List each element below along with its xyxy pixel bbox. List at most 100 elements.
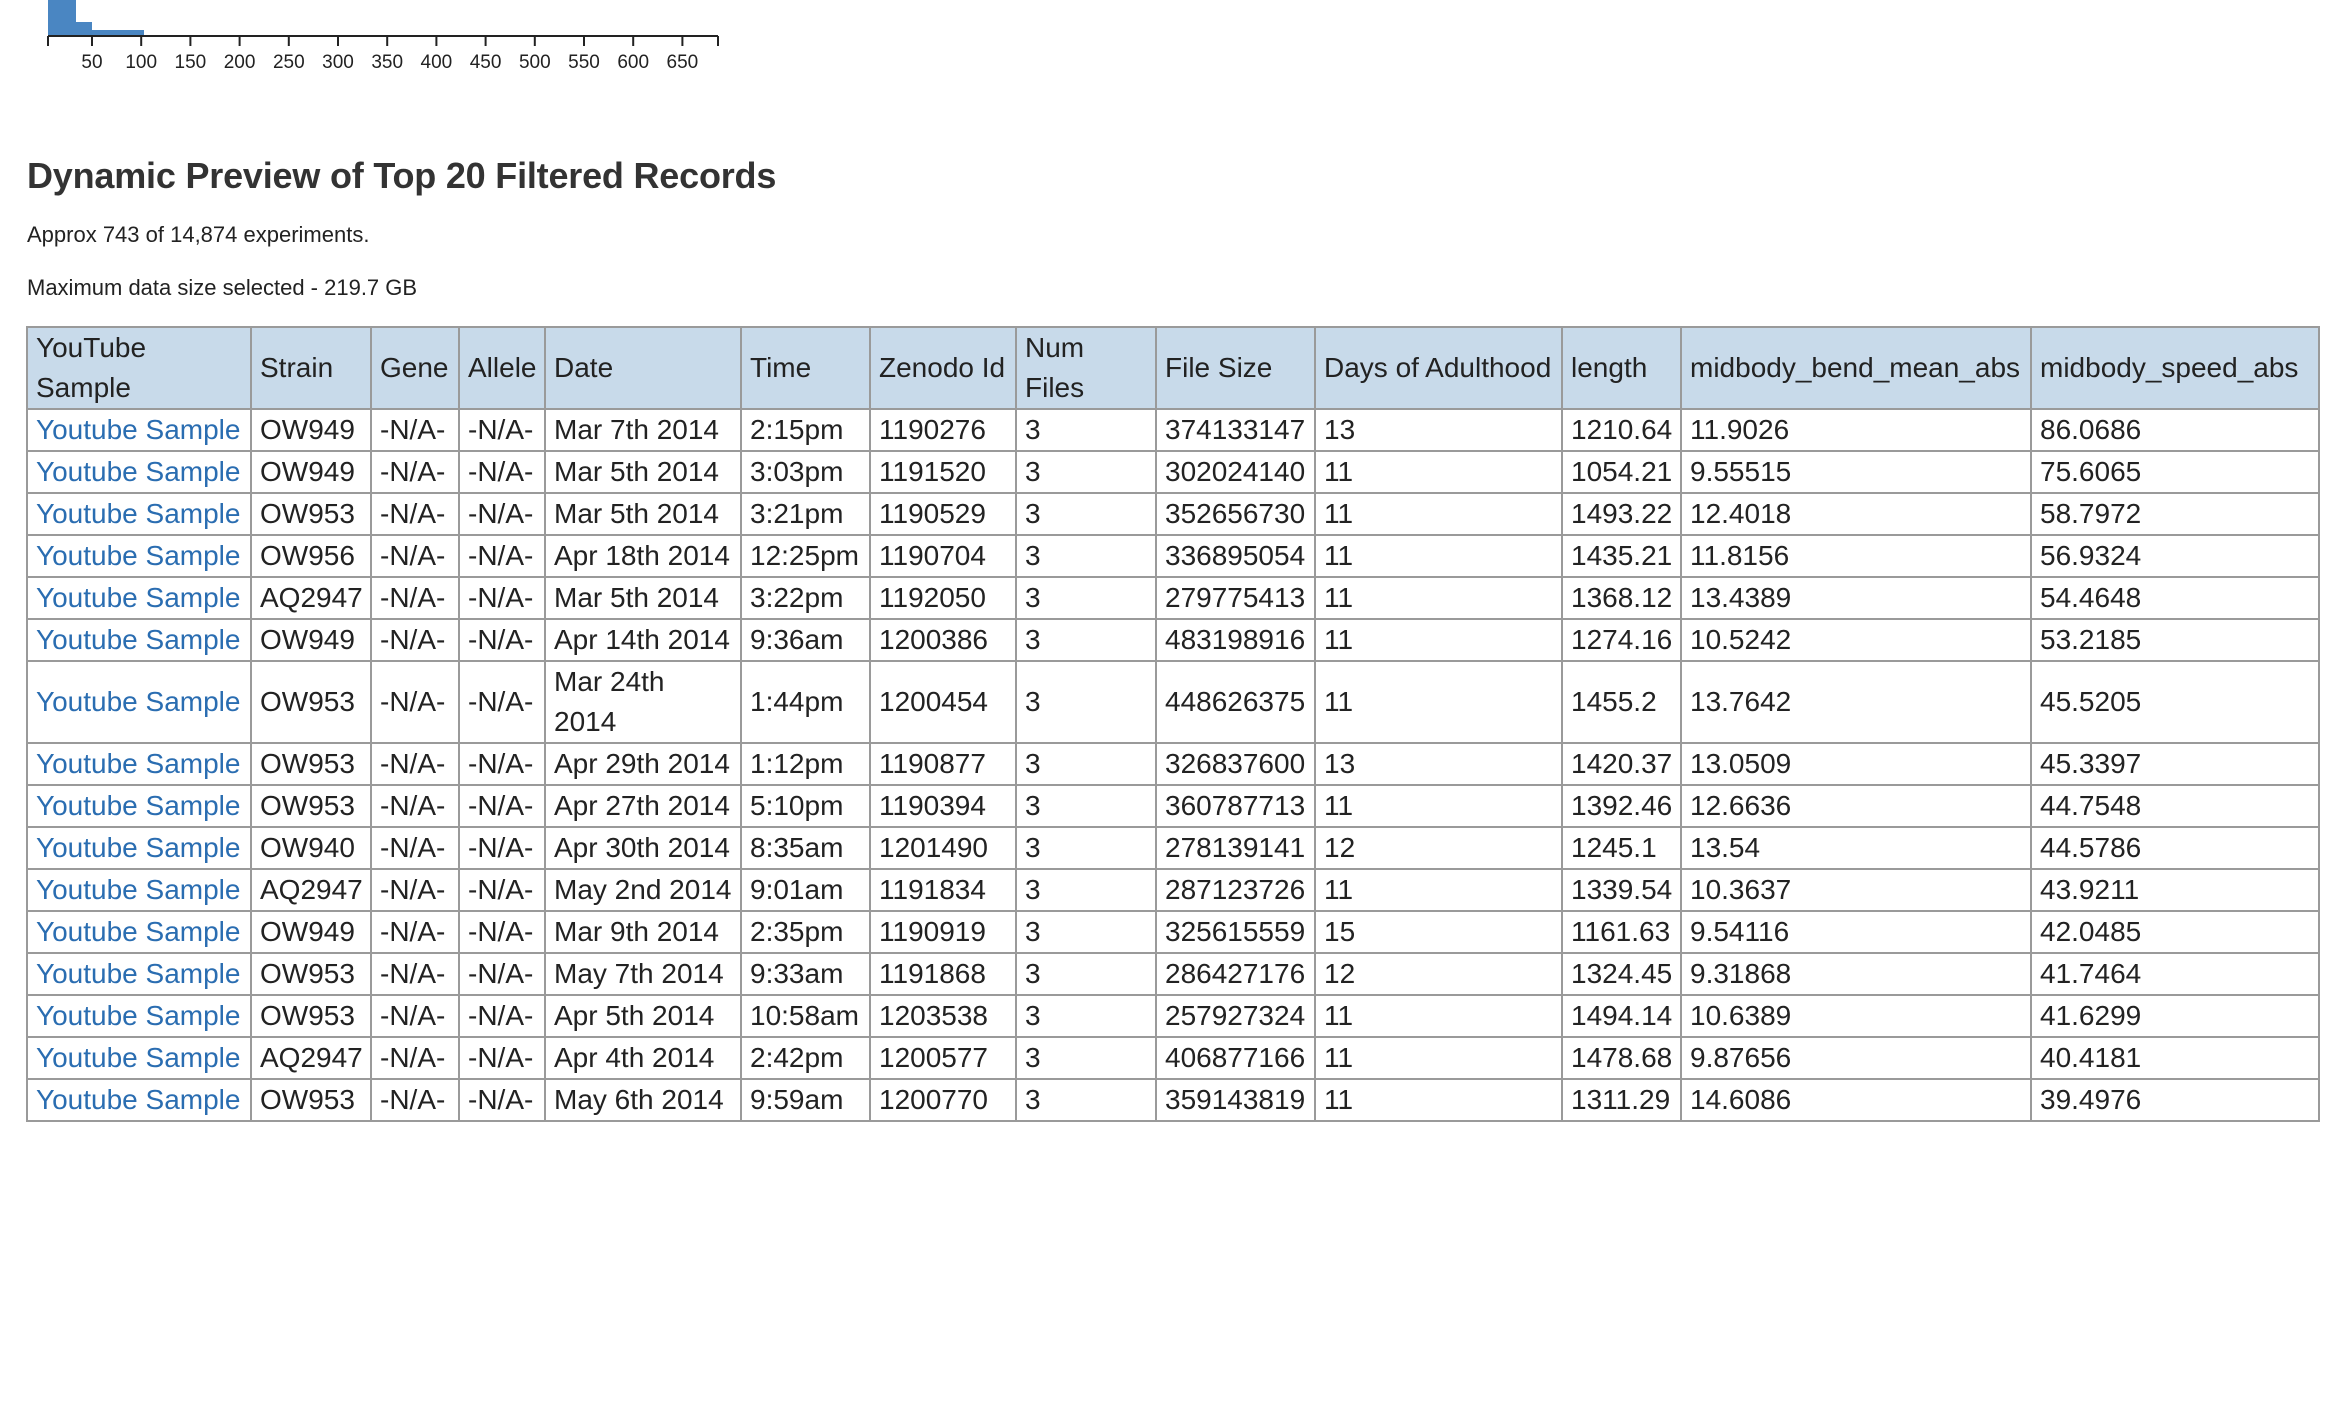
histogram-tick-label: 100 <box>125 52 157 73</box>
cell-num-files: 3 <box>1015 742 1157 786</box>
cell-strain: AQ2947 <box>250 868 372 912</box>
cell-date: May 7th 2014 <box>544 952 742 996</box>
youtube-sample-link[interactable]: Youtube Sample <box>36 1042 241 1073</box>
cell-midbody-bend-mean-abs: 13.54 <box>1680 826 2032 870</box>
cell-file-size: 326837600 <box>1155 742 1316 786</box>
histogram-bar <box>76 22 92 36</box>
cell-midbody-speed-abs: 58.7972 <box>2030 492 2320 536</box>
cell-file-size: 287123726 <box>1155 868 1316 912</box>
cell-allele: -N/A- <box>458 618 546 662</box>
cell-youtube-sample: Youtube Sample <box>26 868 252 912</box>
cell-youtube-sample: Youtube Sample <box>26 660 252 744</box>
cell-zenodo-id: 1191834 <box>869 868 1017 912</box>
cell-date: Mar 9th 2014 <box>544 910 742 954</box>
youtube-sample-link[interactable]: Youtube Sample <box>36 790 241 821</box>
cell-date: Apr 14th 2014 <box>544 618 742 662</box>
cell-youtube-sample: Youtube Sample <box>26 534 252 578</box>
cell-date: Mar 24th 2014 <box>544 660 742 744</box>
cell-allele: -N/A- <box>458 868 546 912</box>
cell-time: 2:35pm <box>740 910 871 954</box>
column-header-strain[interactable]: Strain <box>250 326 372 410</box>
youtube-sample-link[interactable]: Youtube Sample <box>36 624 241 655</box>
cell-gene: -N/A- <box>370 492 460 536</box>
youtube-sample-link[interactable]: Youtube Sample <box>36 832 241 863</box>
youtube-sample-link[interactable]: Youtube Sample <box>36 748 241 779</box>
cell-file-size: 406877166 <box>1155 1036 1316 1080</box>
column-header-midbody-bend-mean-abs[interactable]: midbody_bend_mean_abs <box>1680 326 2032 410</box>
cell-zenodo-id: 1190529 <box>869 492 1017 536</box>
youtube-sample-link[interactable]: Youtube Sample <box>36 686 241 717</box>
cell-days-of-adulthood: 11 <box>1314 868 1563 912</box>
cell-youtube-sample: Youtube Sample <box>26 1078 252 1122</box>
cell-strain: OW949 <box>250 408 372 452</box>
column-header-youtube-sample[interactable]: YouTube Sample <box>26 326 252 410</box>
cell-num-files: 3 <box>1015 492 1157 536</box>
cell-gene: -N/A- <box>370 742 460 786</box>
cell-time: 1:12pm <box>740 742 871 786</box>
cell-strain: AQ2947 <box>250 1036 372 1080</box>
cell-zenodo-id: 1191520 <box>869 450 1017 494</box>
histogram-bar <box>48 0 76 36</box>
cell-date: Mar 5th 2014 <box>544 576 742 620</box>
column-header-date[interactable]: Date <box>544 326 742 410</box>
cell-midbody-speed-abs: 42.0485 <box>2030 910 2320 954</box>
table-row: Youtube Sample OW953 -N/A- -N/A- May 6th 201… <box>26 1078 2320 1122</box>
column-header-midbody-speed-abs[interactable]: midbody_speed_abs <box>2030 326 2320 410</box>
youtube-sample-link[interactable]: Youtube Sample <box>36 1084 241 1115</box>
cell-midbody-bend-mean-abs: 9.54116 <box>1680 910 2032 954</box>
cell-file-size: 325615559 <box>1155 910 1316 954</box>
cell-youtube-sample: Youtube Sample <box>26 450 252 494</box>
column-header-gene[interactable]: Gene <box>370 326 460 410</box>
cell-gene: -N/A- <box>370 660 460 744</box>
cell-allele: -N/A- <box>458 826 546 870</box>
cell-length: 1324.45 <box>1561 952 1682 996</box>
cell-date: Apr 4th 2014 <box>544 1036 742 1080</box>
histogram-tick-label: 550 <box>568 52 600 73</box>
cell-file-size: 278139141 <box>1155 826 1316 870</box>
youtube-sample-link[interactable]: Youtube Sample <box>36 958 241 989</box>
youtube-sample-link[interactable]: Youtube Sample <box>36 1000 241 1031</box>
youtube-sample-link[interactable]: Youtube Sample <box>36 456 241 487</box>
cell-time: 9:33am <box>740 952 871 996</box>
cell-date: Apr 30th 2014 <box>544 826 742 870</box>
column-header-allele[interactable]: Allele <box>458 326 546 410</box>
youtube-sample-link[interactable]: Youtube Sample <box>36 582 241 613</box>
column-header-length[interactable]: length <box>1561 326 1682 410</box>
youtube-sample-link[interactable]: Youtube Sample <box>36 874 241 905</box>
cell-youtube-sample: Youtube Sample <box>26 1036 252 1080</box>
cell-time: 9:01am <box>740 868 871 912</box>
cell-midbody-speed-abs: 54.4648 <box>2030 576 2320 620</box>
cell-allele: -N/A- <box>458 492 546 536</box>
cell-num-files: 3 <box>1015 576 1157 620</box>
cell-time: 12:25pm <box>740 534 871 578</box>
youtube-sample-link[interactable]: Youtube Sample <box>36 540 241 571</box>
cell-midbody-speed-abs: 41.7464 <box>2030 952 2320 996</box>
cell-length: 1339.54 <box>1561 868 1682 912</box>
cell-zenodo-id: 1191868 <box>869 952 1017 996</box>
table-row: Youtube Sample OW953 -N/A- -N/A- Mar 5th 201… <box>26 492 2320 536</box>
table-row: Youtube Sample OW953 -N/A- -N/A- Apr 27th 20… <box>26 784 2320 828</box>
column-header-time[interactable]: Time <box>740 326 871 410</box>
column-header-days-of-adulthood[interactable]: Days of Adulthood <box>1314 326 1563 410</box>
cell-days-of-adulthood: 11 <box>1314 450 1563 494</box>
cell-num-files: 3 <box>1015 952 1157 996</box>
cell-days-of-adulthood: 11 <box>1314 1078 1563 1122</box>
cell-length: 1420.37 <box>1561 742 1682 786</box>
column-header-zenodo-id[interactable]: Zenodo Id <box>869 326 1017 410</box>
histogram-bar <box>92 30 144 36</box>
table-row: Youtube Sample AQ2947 -N/A- -N/A- Mar 5th 20… <box>26 576 2320 620</box>
cell-midbody-bend-mean-abs: 13.7642 <box>1680 660 2032 744</box>
youtube-sample-link[interactable]: Youtube Sample <box>36 414 241 445</box>
column-header-num-files[interactable]: Num Files <box>1015 326 1157 410</box>
cell-zenodo-id: 1190919 <box>869 910 1017 954</box>
cell-file-size: 374133147 <box>1155 408 1316 452</box>
cell-date: Mar 5th 2014 <box>544 450 742 494</box>
column-header-file-size[interactable]: File Size <box>1155 326 1316 410</box>
youtube-sample-link[interactable]: Youtube Sample <box>36 498 241 529</box>
records-table-container: YouTube Sample Strain Gene Allele Date Time Ze… <box>26 326 2320 1122</box>
youtube-sample-link[interactable]: Youtube Sample <box>36 916 241 947</box>
cell-zenodo-id: 1200454 <box>869 660 1017 744</box>
cell-gene: -N/A- <box>370 450 460 494</box>
cell-strain: OW949 <box>250 910 372 954</box>
cell-length: 1210.64 <box>1561 408 1682 452</box>
